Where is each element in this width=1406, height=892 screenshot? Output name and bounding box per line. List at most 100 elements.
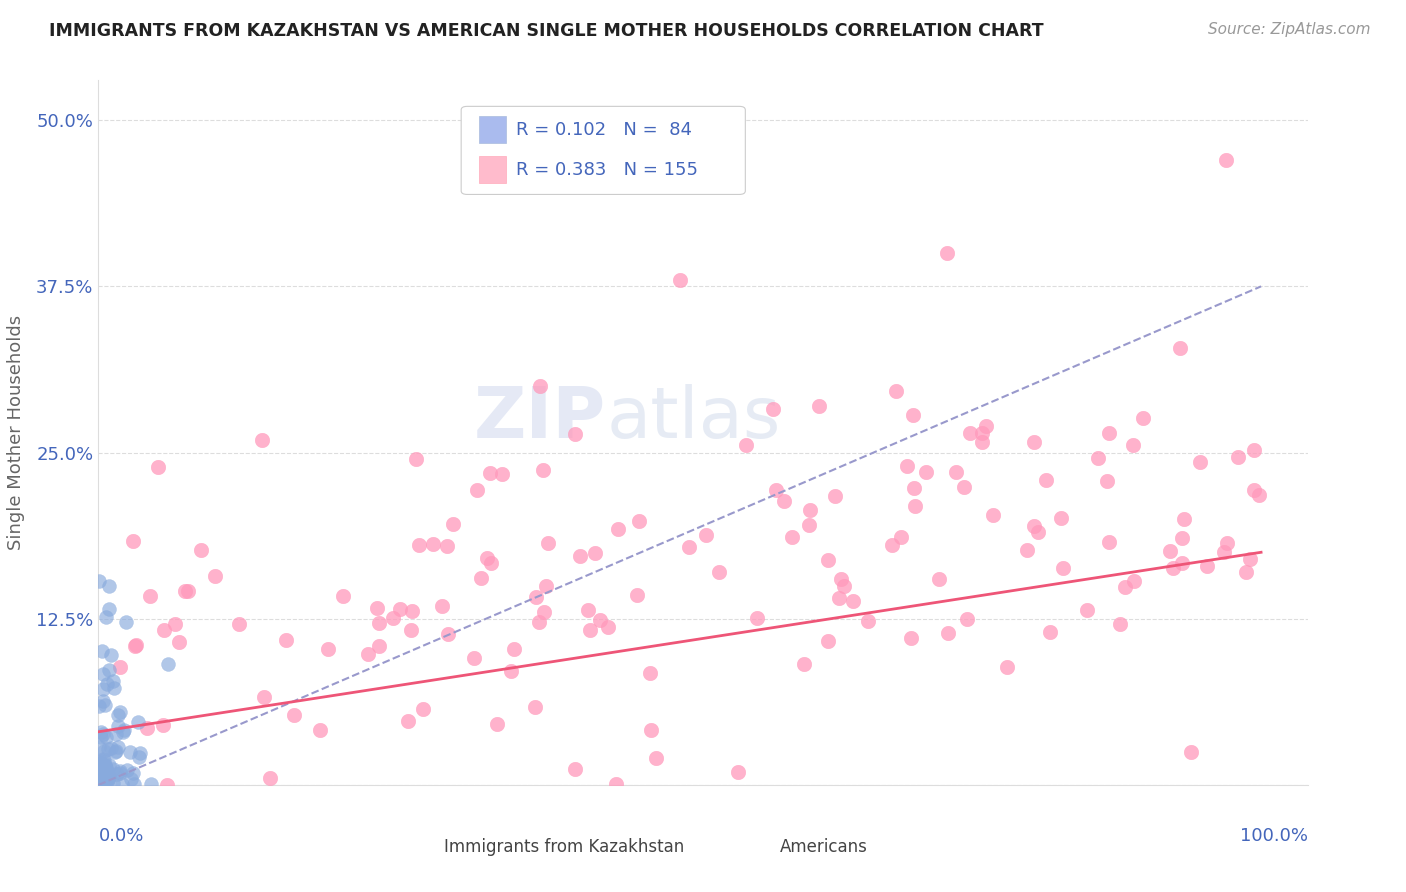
Point	[96, 768, 118, 782]
Point	[945, 466, 967, 480]
Point	[695, 528, 717, 542]
Text: Source: ZipAtlas.com: Source: ZipAtlas.com	[1208, 22, 1371, 37]
Point	[1216, 536, 1239, 550]
Point	[1095, 475, 1118, 489]
Point	[1022, 519, 1045, 533]
Point	[96, 775, 118, 789]
Point	[91, 643, 114, 657]
Point	[491, 467, 513, 481]
Point	[1171, 531, 1194, 545]
Point	[91, 764, 114, 778]
Point	[94, 759, 117, 773]
Point	[98, 664, 121, 678]
Point	[104, 727, 127, 741]
Point	[1215, 153, 1237, 167]
Point	[772, 493, 794, 508]
Point	[139, 777, 162, 791]
Point	[626, 588, 648, 602]
Point	[118, 745, 141, 759]
Point	[112, 723, 135, 738]
Point	[1087, 450, 1109, 465]
Point	[900, 632, 922, 646]
Point	[765, 483, 787, 497]
Text: Immigrants from Kazakhstan: Immigrants from Kazakhstan	[444, 838, 685, 855]
Point	[98, 579, 121, 593]
Point	[956, 612, 979, 626]
Point	[817, 634, 839, 648]
Point	[401, 624, 423, 638]
Point	[366, 601, 388, 615]
Point	[93, 770, 115, 784]
Point	[478, 467, 501, 481]
Point	[1243, 483, 1265, 498]
Point	[97, 602, 120, 616]
Point	[569, 549, 592, 564]
Point	[94, 730, 117, 744]
Point	[107, 740, 129, 755]
Point	[396, 714, 419, 729]
Point	[645, 751, 668, 765]
Point	[437, 626, 460, 640]
Point	[903, 481, 925, 495]
Point	[228, 617, 250, 632]
Point	[250, 433, 273, 447]
Point	[91, 693, 114, 707]
Point	[959, 425, 981, 440]
Point	[890, 529, 912, 543]
Point	[564, 427, 586, 442]
Point	[1039, 625, 1062, 640]
Point	[129, 746, 152, 760]
Point	[93, 743, 115, 757]
Point	[96, 766, 118, 780]
Point	[463, 651, 485, 665]
Point	[793, 657, 815, 671]
Text: R = 0.383   N = 155: R = 0.383 N = 155	[516, 161, 697, 178]
Point	[94, 760, 117, 774]
Point	[486, 717, 509, 731]
Point	[1226, 450, 1249, 464]
Point	[122, 777, 145, 791]
Point	[93, 758, 115, 772]
Y-axis label: Single Mother Households: Single Mother Households	[7, 315, 25, 550]
Point	[762, 401, 785, 416]
Point	[163, 617, 186, 632]
Point	[627, 514, 650, 528]
Point	[105, 767, 128, 781]
Point	[91, 727, 114, 741]
Point	[817, 553, 839, 567]
Point	[502, 642, 524, 657]
Point	[139, 589, 162, 603]
Point	[799, 503, 821, 517]
Point	[880, 538, 903, 552]
Point	[412, 702, 434, 716]
Point	[283, 707, 305, 722]
Point	[128, 750, 150, 764]
Point	[1122, 438, 1144, 452]
Point	[122, 534, 145, 549]
Point	[204, 569, 226, 583]
Point	[259, 771, 281, 785]
Point	[104, 744, 127, 758]
Point	[901, 409, 924, 423]
Point	[177, 584, 200, 599]
Point	[668, 273, 690, 287]
Point	[1022, 435, 1045, 450]
Point	[576, 603, 599, 617]
Text: IMMIGRANTS FROM KAZAKHSTAN VS AMERICAN SINGLE MOTHER HOUSEHOLDS CORRELATION CHAR: IMMIGRANTS FROM KAZAKHSTAN VS AMERICAN S…	[49, 22, 1043, 40]
Point	[96, 764, 118, 778]
Point	[467, 483, 489, 497]
Point	[94, 773, 117, 788]
Point	[97, 772, 120, 786]
Point	[640, 723, 662, 738]
Point	[524, 590, 547, 604]
Point	[309, 723, 332, 738]
Point	[91, 768, 114, 782]
Point	[89, 775, 111, 789]
Point	[101, 762, 124, 776]
Point	[103, 681, 125, 696]
Text: 0.0%: 0.0%	[98, 827, 143, 846]
Point	[475, 551, 498, 566]
Point	[1098, 425, 1121, 440]
Point	[588, 614, 610, 628]
Point	[1035, 473, 1057, 487]
